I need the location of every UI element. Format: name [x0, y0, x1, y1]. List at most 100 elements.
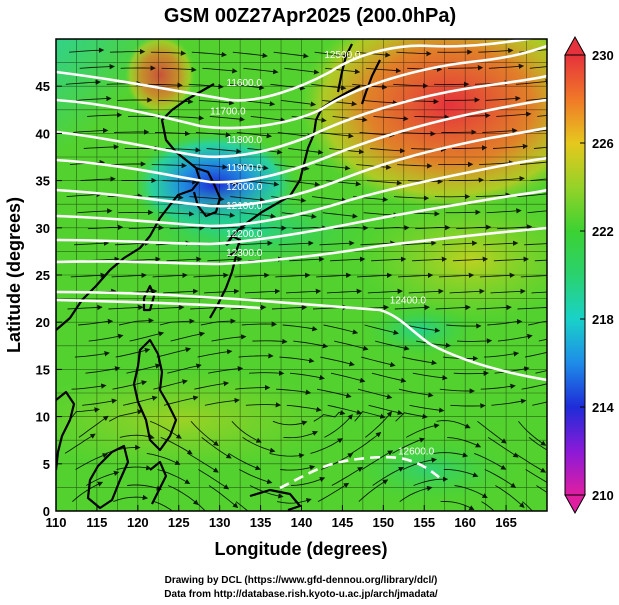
- streamline: [69, 47, 105, 53]
- streamline: [479, 272, 516, 279]
- streamline: [488, 63, 525, 70]
- streamline: [445, 209, 481, 215]
- streamline: [320, 356, 355, 367]
- colorbar-tick-label: 218: [592, 312, 614, 327]
- coast-islands-chain: [209, 255, 238, 319]
- coastlines: [56, 43, 381, 511]
- streamline: [497, 333, 533, 342]
- streamline: [530, 178, 547, 182]
- streamline: [357, 388, 393, 400]
- streamline: [194, 380, 230, 390]
- streamline: [290, 476, 326, 486]
- x-tick-label: 125: [168, 515, 190, 530]
- streamline: [401, 240, 437, 246]
- streamline: [364, 324, 399, 336]
- streamline: [537, 114, 547, 117]
- streamline: [331, 466, 364, 486]
- streamline: [244, 180, 280, 187]
- streamline: [208, 366, 244, 374]
- streamline: [286, 404, 322, 412]
- streamline: [366, 180, 403, 186]
- colorbar-tick-label: 230: [592, 48, 614, 63]
- x-tick-label: 130: [209, 515, 231, 530]
- streamline: [86, 470, 120, 486]
- streamline: [187, 453, 219, 473]
- streamline: [156, 347, 192, 358]
- streamline: [202, 67, 238, 74]
- streamline: [206, 148, 242, 154]
- contour-12200: [56, 188, 547, 246]
- streamline: [351, 431, 382, 454]
- streamline: [235, 501, 249, 511]
- streamline: [115, 347, 151, 358]
- streamline: [474, 452, 507, 470]
- colorbar-body: [564, 54, 586, 496]
- streamline: [413, 476, 449, 486]
- streamline: [167, 485, 199, 506]
- streamline: [197, 349, 233, 358]
- streamline: [323, 324, 359, 335]
- x-tick-label: 120: [127, 515, 149, 530]
- streamline: [493, 256, 529, 262]
- streamline: [80, 176, 116, 182]
- contour-labels: 11600.0 11700.0 11800.0 11900.0 12000.0 12100…: [210, 50, 434, 457]
- y-tick-label: 25: [36, 268, 50, 283]
- streamline: [395, 412, 428, 422]
- coast-korea-china: [56, 83, 215, 331]
- streamline: [126, 363, 161, 374]
- streamline: [476, 304, 512, 311]
- streamline: [269, 452, 305, 459]
- contour-11900: [56, 98, 547, 184]
- streamline: [200, 318, 236, 326]
- streamline: [361, 356, 396, 368]
- streamline: [319, 240, 355, 246]
- streamline: [190, 420, 219, 447]
- warm-spot-northwest: [125, 39, 195, 115]
- streamline: [440, 501, 475, 511]
- y-tick-label: 45: [36, 79, 50, 94]
- streamline: [271, 196, 307, 203]
- streamline: [392, 437, 426, 454]
- streamline: [313, 410, 346, 422]
- colorbar-top-triangle: [564, 35, 586, 56]
- streamline: [252, 338, 288, 345]
- streamline: [330, 256, 366, 262]
- contour-label: 12600.0: [398, 446, 435, 457]
- streamline: [230, 196, 266, 203]
- streamline: [538, 338, 547, 342]
- streamline: [159, 318, 195, 326]
- streamline: [334, 340, 369, 351]
- y-tick-label: 20: [36, 315, 50, 330]
- streamline: [443, 469, 479, 478]
- streamline: [251, 225, 287, 231]
- streamline: [279, 356, 315, 364]
- x-tick-label: 135: [250, 515, 272, 530]
- streamline: [108, 304, 144, 311]
- streamline: [195, 132, 232, 138]
- streamline: [534, 259, 547, 262]
- streamline: [129, 331, 165, 342]
- streamline: [289, 256, 325, 262]
- streamline: [188, 83, 224, 90]
- streamline: [238, 353, 274, 359]
- streamline: [312, 196, 348, 203]
- contour-label: 11700.0: [210, 107, 246, 118]
- streamline: [525, 469, 547, 483]
- contour-label: 12300.0: [226, 248, 263, 259]
- streamline: [393, 195, 430, 201]
- coast-kamchatka: [360, 59, 381, 105]
- streamline: [438, 272, 475, 279]
- streamline: [516, 191, 547, 198]
- streamline: [271, 304, 308, 311]
- streamline: [211, 334, 247, 342]
- streamline: [487, 318, 523, 326]
- streamline: [278, 240, 314, 246]
- streamline: [416, 340, 452, 348]
- x-tick-label: 145: [332, 515, 354, 530]
- streamline: [354, 411, 386, 422]
- streamline: [402, 356, 437, 366]
- streamline: [82, 398, 118, 406]
- streamline: [288, 148, 324, 155]
- streamline: [79, 63, 115, 70]
